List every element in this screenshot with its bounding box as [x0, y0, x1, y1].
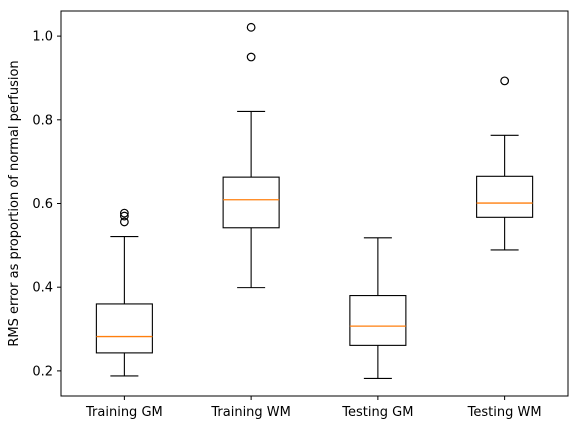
y-tick-label: 0.2 [32, 364, 53, 379]
box-group [476, 76, 534, 251]
x-tick-label: Testing WM [467, 405, 542, 420]
box-iqr [222, 176, 280, 229]
outlier-point [119, 217, 129, 227]
box-group [222, 22, 280, 289]
y-tick-label: 1.0 [32, 30, 53, 45]
x-tick-label: Training WM [210, 405, 291, 420]
x-axis: Training GM Training WM Testing GM Testing … [85, 396, 542, 420]
y-tick-label: 0.4 [32, 281, 53, 296]
outlier-point [119, 211, 129, 221]
y-tick-label: 0.6 [32, 197, 53, 212]
plot-area [60, 10, 569, 397]
outlier-point [246, 52, 256, 62]
box-iqr [95, 303, 153, 354]
outlier-point [500, 76, 510, 86]
y-axis: 0.2 0.4 0.6 0.8 1.0 [32, 30, 61, 379]
x-tick-label: Testing GM [341, 405, 413, 420]
y-tick-label: 0.8 [32, 113, 53, 128]
y-axis-label: RMS error as proportion of normal perfus… [7, 60, 22, 346]
box-group [349, 237, 407, 379]
box-iqr [476, 175, 534, 218]
outlier-point [119, 208, 129, 218]
outlier-point [246, 22, 256, 32]
box-iqr [349, 295, 407, 346]
x-tick-label: Training GM [85, 405, 163, 420]
box-group [95, 208, 153, 377]
